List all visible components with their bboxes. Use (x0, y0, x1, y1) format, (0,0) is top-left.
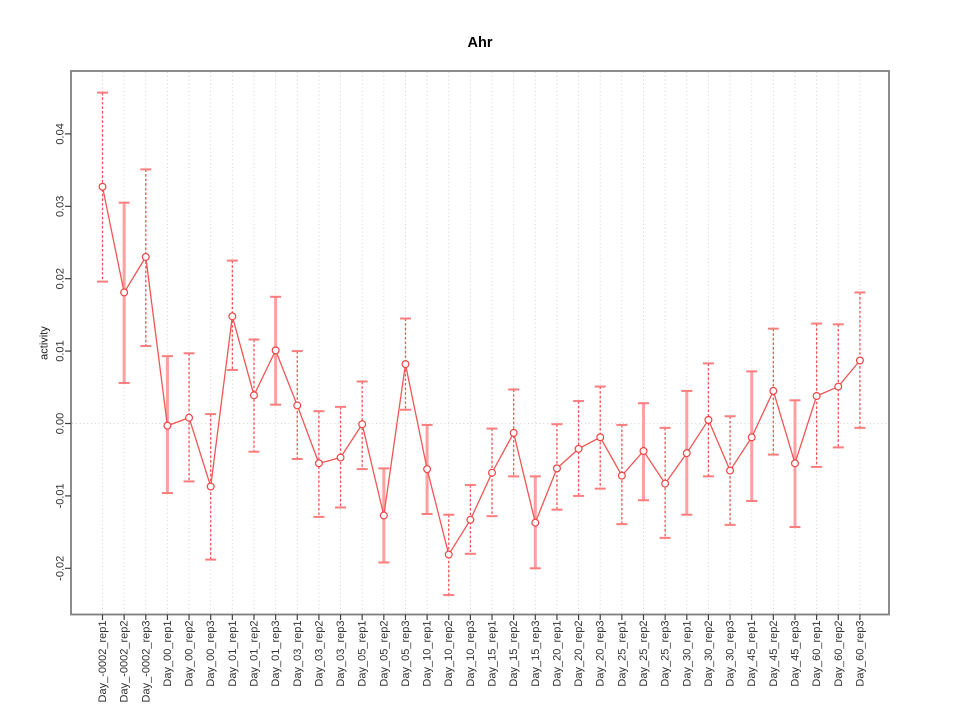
x-tick-label: Day_00_rep2 (184, 621, 196, 687)
y-tick-label: 0.02 (55, 268, 67, 289)
y-tick-label: 0.00 (55, 413, 67, 434)
chart-title: Ahr (468, 35, 493, 51)
data-point (552, 464, 561, 473)
x-tick-label: Day_25_rep3 (660, 621, 672, 687)
data-point (661, 479, 670, 488)
y-tick-label: 0.01 (55, 340, 67, 361)
x-tick-label: Day_45_rep3 (789, 621, 801, 687)
data-point (617, 471, 626, 480)
x-axis-ticks (101, 614, 861, 620)
x-tick-label: Day_30_rep3 (725, 621, 737, 687)
x-tick-label: Day_20_rep2 (573, 621, 585, 687)
y-axis-label: activity (39, 326, 51, 360)
data-point (639, 447, 648, 456)
data-point (271, 346, 280, 355)
x-tick-label: Day_30_rep1 (681, 621, 693, 687)
data-point (574, 444, 583, 453)
x-tick-label: Day_45_rep2 (768, 621, 780, 687)
data-point (704, 415, 713, 424)
x-tick-label: Day_-0002_rep1 (97, 621, 109, 703)
data-point (488, 468, 497, 477)
x-tick-label: Day_25_rep2 (638, 621, 650, 687)
data-point (293, 401, 302, 410)
data-point (444, 550, 453, 559)
data-point (726, 466, 735, 475)
x-tick-label: Day_05_rep2 (378, 621, 390, 687)
x-axis-tick-labels: Day_-0002_rep1 Day_-0002_rep2 Day_-0002_re… (97, 621, 866, 703)
data-point (314, 459, 323, 468)
gridlines (72, 72, 888, 614)
data-point (747, 433, 756, 442)
y-tick-label: 0.03 (55, 196, 67, 217)
x-tick-label: Day_03_rep3 (335, 621, 347, 687)
y-tick-label: -0.01 (55, 483, 67, 508)
x-tick-label: Day_10_rep1 (422, 621, 434, 687)
x-tick-label: Day_60_rep2 (833, 621, 845, 687)
y-tick-label: 0.04 (55, 123, 67, 144)
x-tick-label: Day_10_rep3 (465, 621, 477, 687)
data-point (834, 382, 843, 391)
data-points (98, 182, 864, 559)
x-tick-label: Day_-0002_rep3 (140, 621, 152, 703)
x-tick-label: Day_10_rep2 (443, 621, 455, 687)
data-point (249, 391, 258, 400)
y-axis-tick-labels: 0.04 0.03 0.02 0.01 0.00 -0.01 -0.02 (55, 123, 67, 581)
x-tick-label: Day_05_rep1 (357, 621, 369, 687)
error-bars (97, 91, 866, 597)
data-point (769, 386, 778, 395)
data-point (682, 449, 691, 458)
x-tick-label: Day_00_rep3 (205, 621, 217, 687)
data-point (812, 391, 821, 400)
x-tick-label: Day_60_rep3 (854, 621, 866, 687)
data-point (228, 312, 237, 321)
x-tick-label: Day_15_rep2 (508, 621, 520, 687)
plot-border (70, 70, 890, 616)
x-tick-label: Day_15_rep3 (530, 621, 542, 687)
y-axis-ticks (65, 133, 71, 569)
data-point (531, 518, 540, 527)
x-tick-label: Day_45_rep1 (746, 621, 758, 687)
data-point (336, 453, 345, 462)
x-tick-label: Day_60_rep1 (811, 621, 823, 687)
data-point (466, 515, 475, 524)
x-tick-label: Day_01_rep3 (270, 621, 282, 687)
data-point (509, 428, 518, 437)
x-tick-label: Day_30_rep2 (703, 621, 715, 687)
data-point (185, 413, 194, 422)
data-point (401, 360, 410, 369)
x-tick-label: Day_20_rep3 (595, 621, 607, 687)
data-point (163, 421, 172, 430)
data-point (423, 465, 432, 474)
series-line (101, 186, 861, 557)
x-tick-label: Day_15_rep1 (487, 621, 499, 687)
data-point (141, 252, 150, 261)
x-tick-label: Day_01_rep1 (227, 621, 239, 687)
y-tick-label: -0.02 (55, 556, 67, 581)
series-polyline (101, 186, 861, 557)
x-tick-label: Day_00_rep1 (162, 621, 174, 687)
data-point (206, 482, 215, 491)
x-tick-label: Day_-0002_rep2 (119, 621, 131, 703)
x-tick-label: Day_05_rep3 (400, 621, 412, 687)
x-tick-label: Day_20_rep1 (551, 621, 563, 687)
x-tick-label: Day_03_rep2 (313, 621, 325, 687)
data-point (98, 182, 107, 191)
data-point (358, 420, 367, 429)
data-point (120, 288, 129, 297)
x-tick-label: Day_03_rep1 (292, 621, 304, 687)
data-point (790, 459, 799, 468)
data-point (596, 433, 605, 442)
x-tick-label: Day_25_rep1 (616, 621, 628, 687)
x-tick-label: Day_01_rep2 (248, 621, 260, 687)
data-point (379, 511, 388, 520)
data-point (855, 356, 864, 365)
